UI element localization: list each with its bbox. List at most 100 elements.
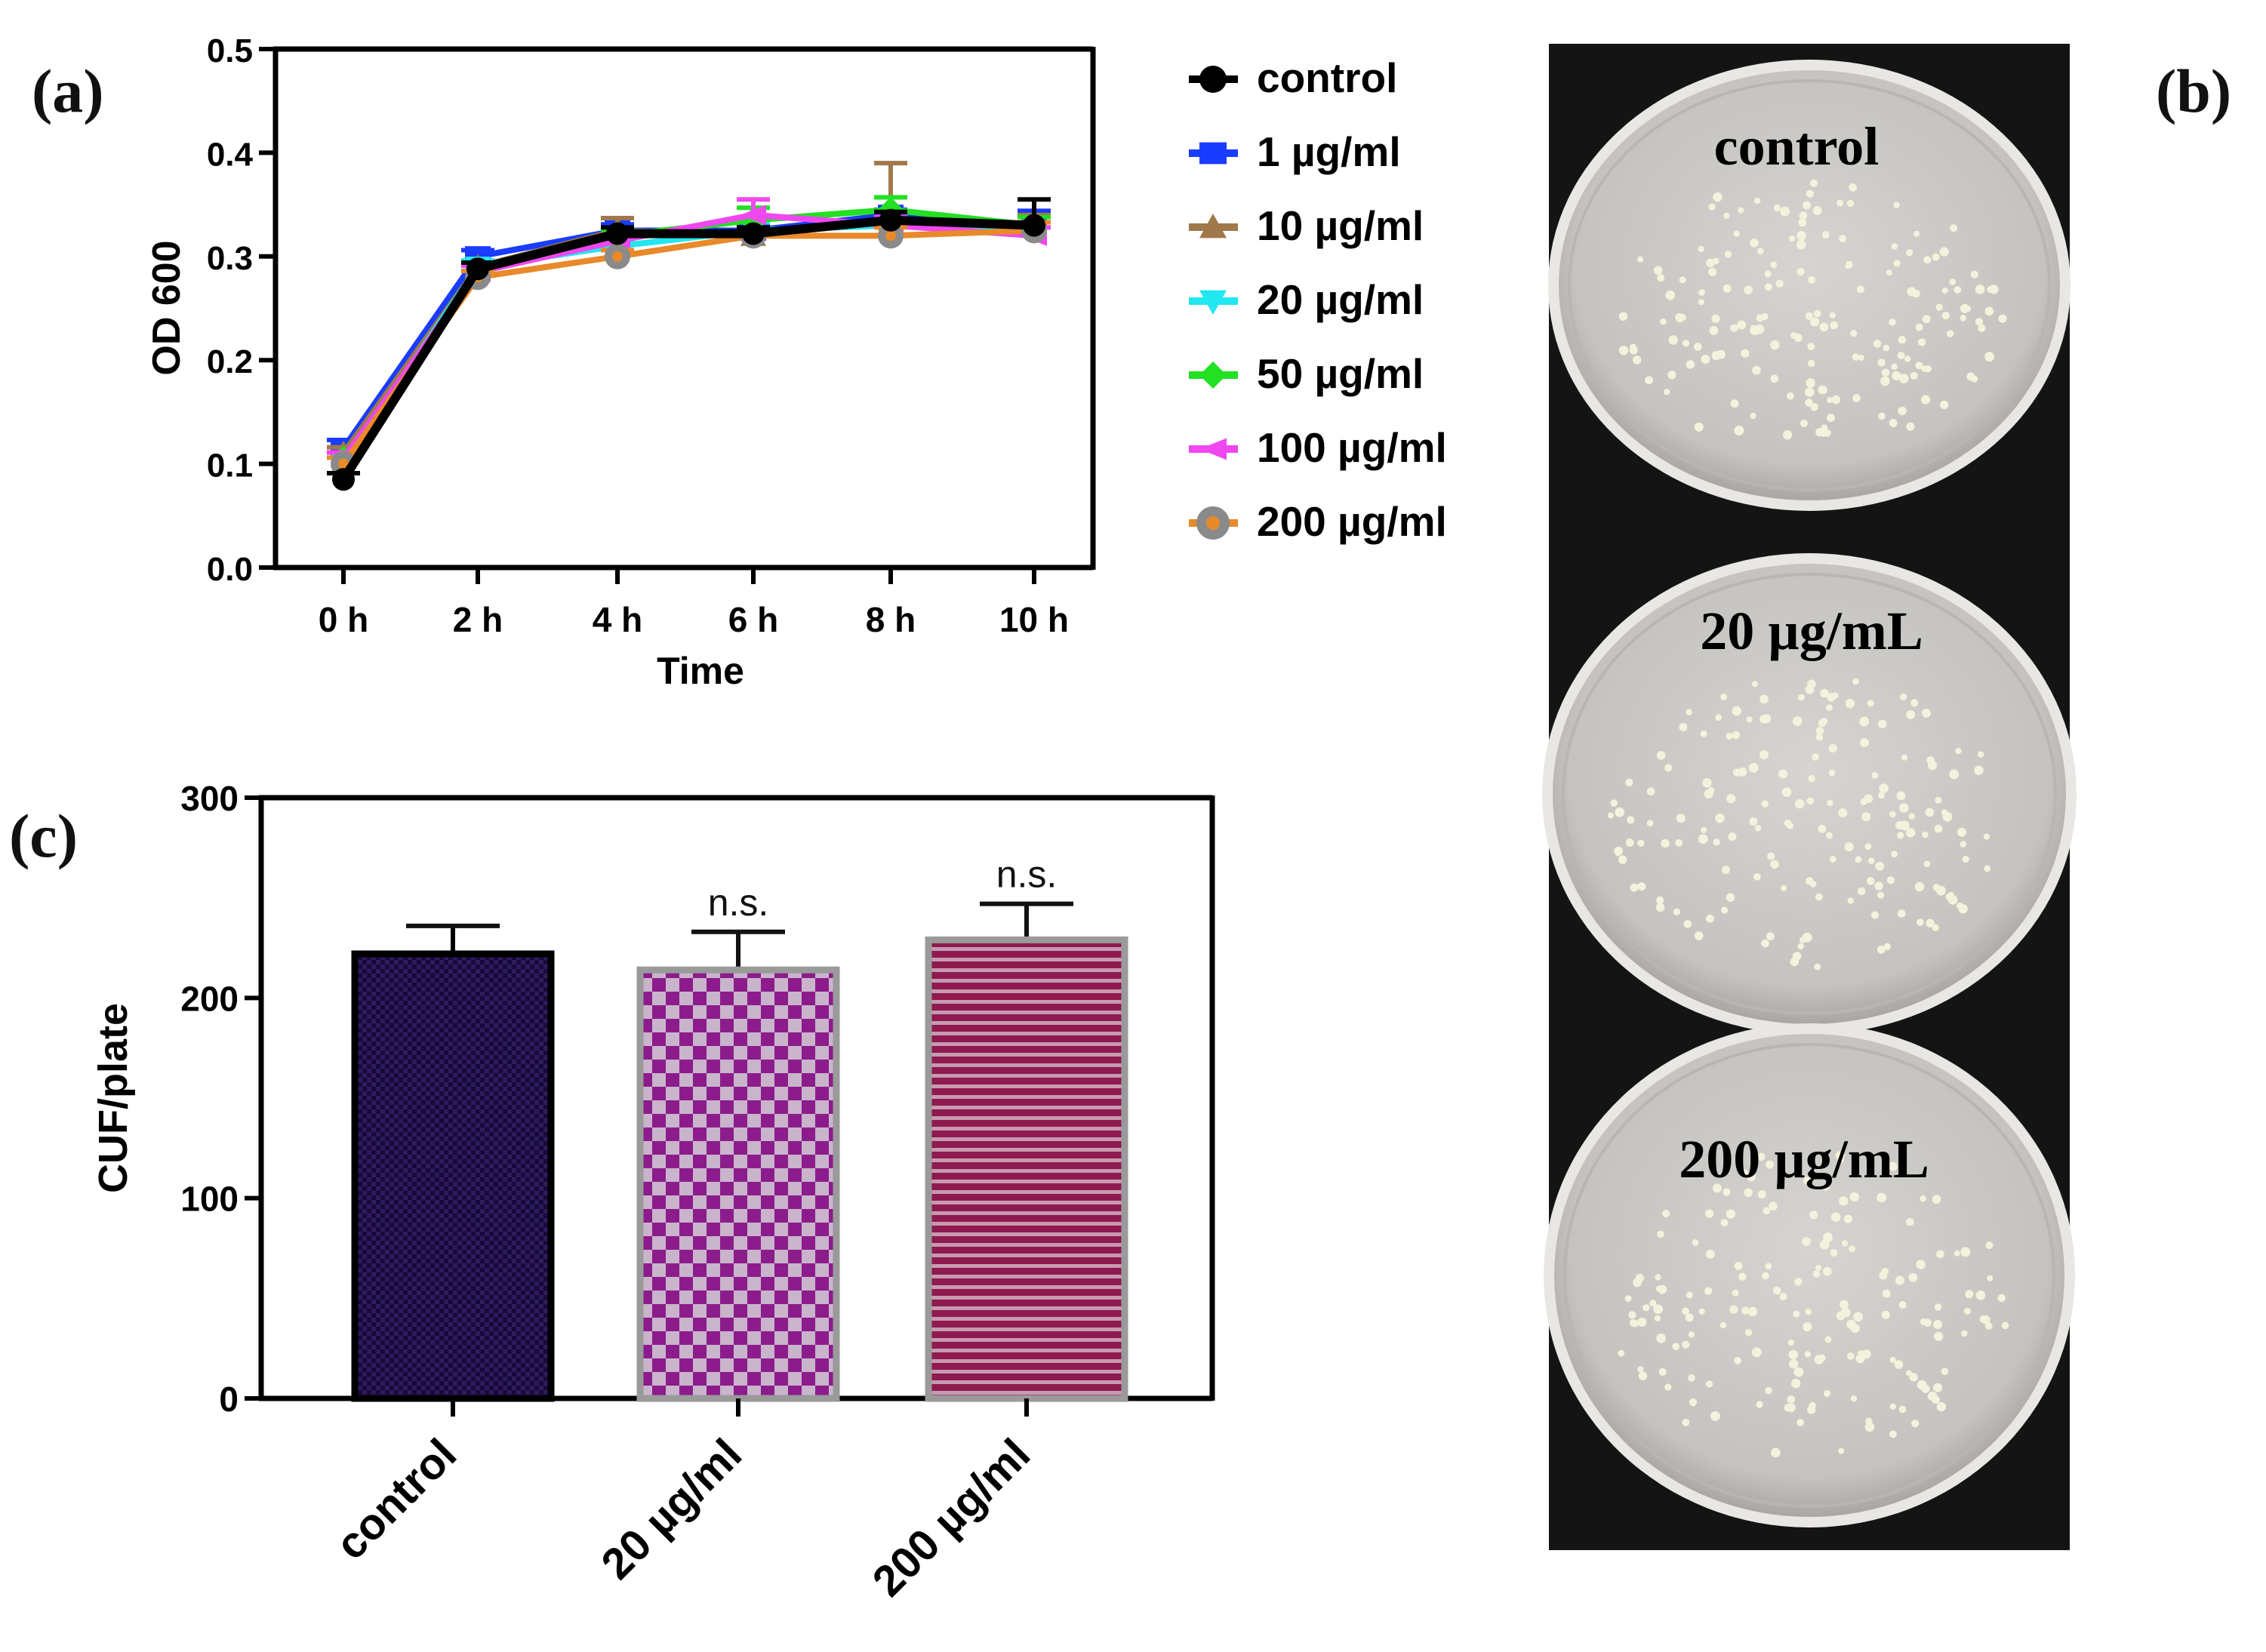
legend-item: 1 µg/ml <box>1189 128 1401 175</box>
colony <box>1977 751 1984 758</box>
colony <box>1896 791 1906 801</box>
colony <box>1723 284 1732 293</box>
colony <box>1826 704 1833 712</box>
colony <box>1941 809 1948 816</box>
colony <box>1805 387 1815 398</box>
agar-surface <box>1553 564 2066 1024</box>
colony <box>1879 1271 1888 1280</box>
colony <box>1672 1343 1680 1351</box>
colony <box>1657 1230 1664 1238</box>
colony <box>1730 324 1738 332</box>
colony <box>1637 256 1644 263</box>
colony <box>1638 1371 1648 1380</box>
petri-dish: 20 µg/mL <box>1542 553 2077 1035</box>
colony <box>1867 700 1874 707</box>
y-tick-label: 100 <box>180 1180 239 1219</box>
bar-200-g-ml: n.s. <box>925 854 1128 1402</box>
colony <box>1788 235 1796 242</box>
colony <box>1823 1266 1832 1276</box>
colony <box>1807 343 1815 351</box>
colony <box>1700 730 1707 737</box>
colony <box>1663 389 1670 395</box>
y-tick-label: 0.5 <box>207 32 253 69</box>
colony <box>1877 946 1886 954</box>
significance-label: n.s. <box>708 881 769 924</box>
y-tick-label: 0 <box>219 1380 239 1419</box>
data-point <box>612 251 623 262</box>
colony <box>1796 1419 1804 1426</box>
colony <box>1939 247 1949 257</box>
colony <box>1767 852 1775 860</box>
colony <box>1852 353 1860 361</box>
x-tick-label: 20 µg/ml <box>592 1429 751 1589</box>
colony <box>1826 832 1833 839</box>
colonies <box>1618 1151 2009 1458</box>
colony <box>1796 267 1805 276</box>
colony <box>1751 681 1758 688</box>
colony <box>1934 824 1943 833</box>
colony <box>1744 285 1753 294</box>
colony <box>1881 1310 1890 1319</box>
colony <box>1809 1401 1816 1410</box>
colony <box>1866 877 1875 885</box>
colony <box>1883 344 1890 352</box>
data-point <box>466 257 489 281</box>
colony <box>1803 1322 1812 1332</box>
legend-marker <box>1206 516 1220 530</box>
colony <box>1796 239 1806 250</box>
colony <box>1744 1328 1753 1337</box>
colony <box>1675 838 1683 847</box>
colony <box>1815 893 1823 901</box>
colony <box>1936 1401 1947 1412</box>
colony <box>1750 412 1756 420</box>
colony <box>1900 820 1910 831</box>
colony <box>1815 734 1824 741</box>
colony <box>1720 693 1728 700</box>
colony <box>1753 197 1761 205</box>
colony <box>1679 723 1688 732</box>
colony <box>1874 881 1883 891</box>
colony <box>1935 885 1946 896</box>
colony <box>1778 769 1788 779</box>
colony <box>1819 322 1829 332</box>
legend-marker <box>1199 66 1227 93</box>
colony <box>1788 1349 1798 1360</box>
colony <box>1790 957 1800 967</box>
colony <box>1711 314 1720 323</box>
colony <box>1756 314 1764 322</box>
colony <box>1732 1289 1739 1297</box>
colony <box>1829 856 1837 863</box>
colony <box>1898 374 1909 383</box>
colony <box>1907 287 1917 297</box>
colony <box>1941 287 1948 294</box>
colony <box>1806 378 1815 388</box>
colony <box>1726 732 1733 740</box>
colony <box>1802 932 1812 943</box>
colony <box>1787 392 1794 400</box>
colony <box>1844 842 1854 852</box>
colony <box>1754 324 1765 334</box>
colony <box>1984 865 1991 872</box>
bar <box>925 936 1128 1402</box>
colony <box>1664 764 1673 772</box>
colony <box>1934 1303 1942 1311</box>
colony <box>1715 714 1722 721</box>
colony <box>1770 1447 1781 1458</box>
colony <box>1761 939 1769 948</box>
y-tick-label: 0.2 <box>207 343 253 380</box>
colony <box>1836 1311 1846 1321</box>
colony <box>1950 224 1958 232</box>
colony <box>1836 199 1843 207</box>
colony <box>1910 371 1918 380</box>
colony <box>1962 856 1969 863</box>
colony <box>1850 1395 1858 1402</box>
colony <box>1914 881 1925 892</box>
colony <box>1923 860 1931 868</box>
colony <box>1618 855 1627 864</box>
colony <box>1898 1405 1907 1414</box>
colony <box>1796 230 1806 241</box>
colony <box>1798 218 1807 227</box>
colony <box>1921 1384 1930 1393</box>
colony <box>1867 857 1875 864</box>
colony <box>1961 1330 1968 1337</box>
